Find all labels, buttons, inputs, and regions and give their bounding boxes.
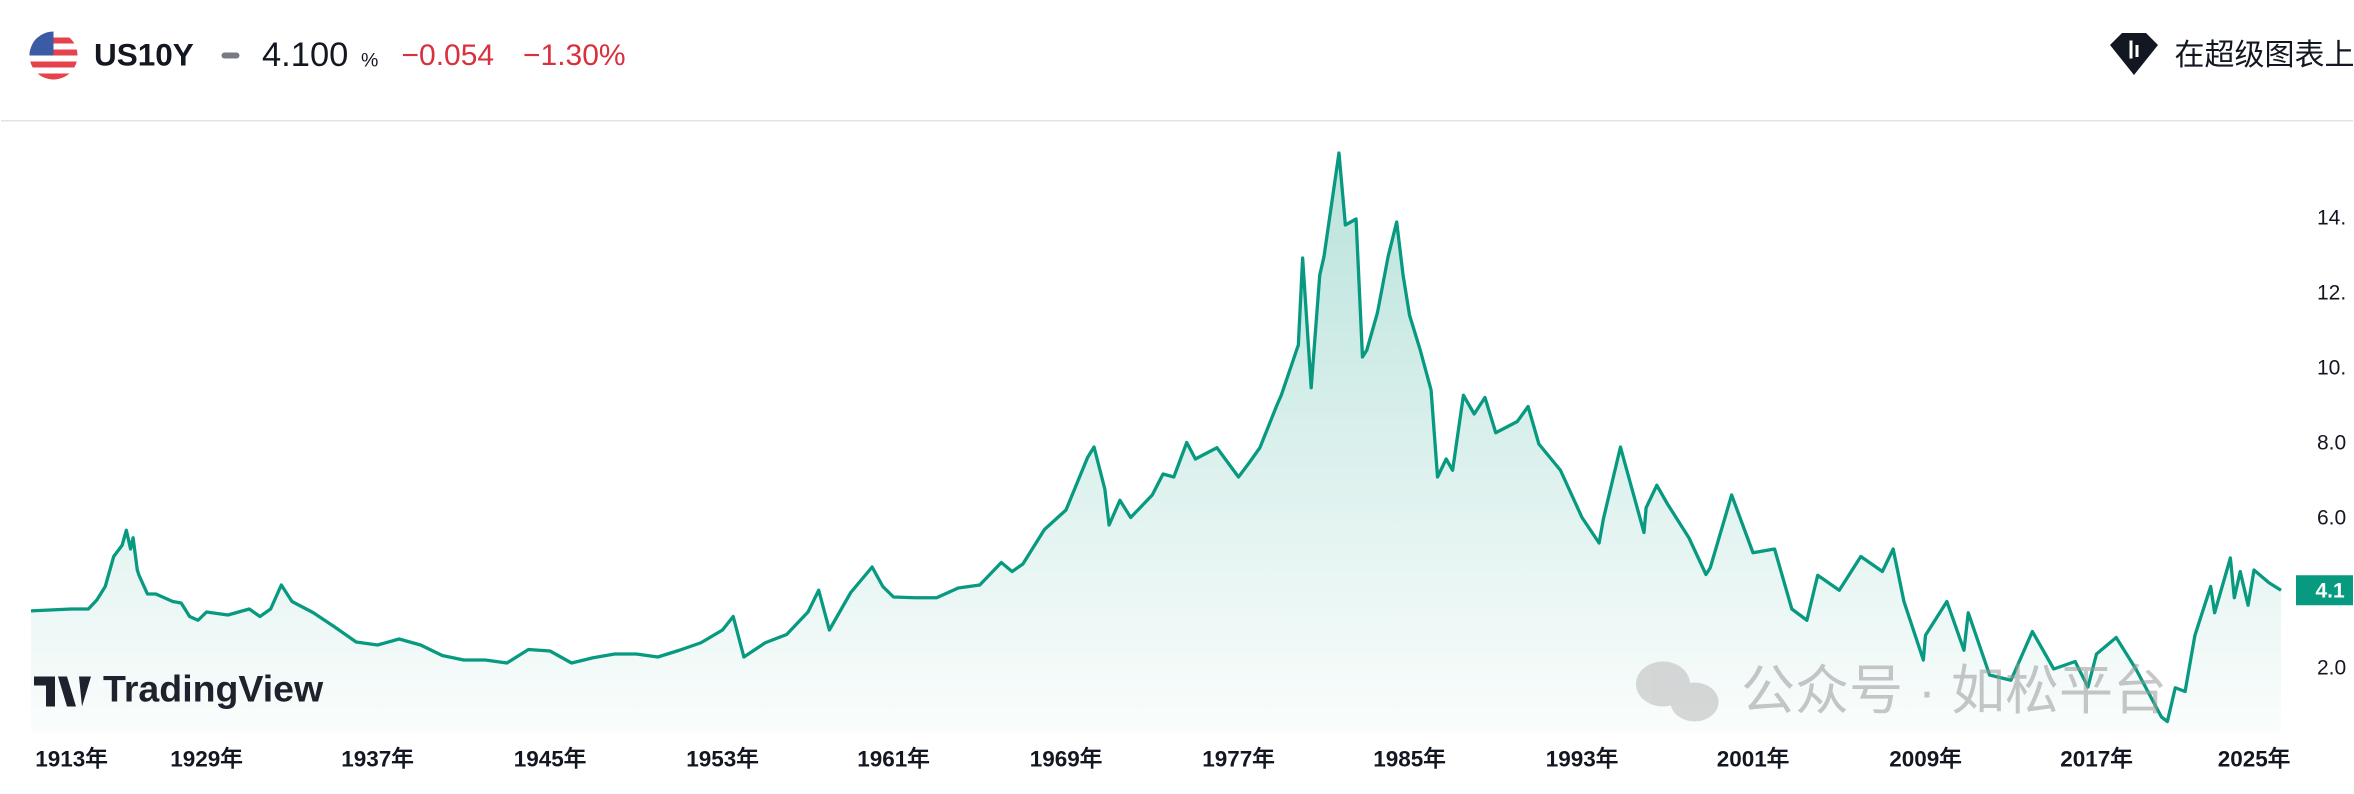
y-tick-label: 8.0: [2317, 432, 2346, 455]
y-tick-label: 12.: [2317, 282, 2346, 305]
x-tick-label: 2009年: [1889, 745, 1962, 771]
supercharts-button[interactable]: 在超级图表上: [2110, 33, 2354, 75]
x-tick-label: 2001年: [1717, 745, 1790, 771]
y-tick-label: 6.0: [2317, 507, 2346, 530]
x-tick-label: 1985年: [1373, 745, 1446, 771]
watermark-text: TradingView: [103, 667, 324, 709]
x-tick-label: 1937年: [341, 745, 414, 771]
x-tick-label: 2017年: [2060, 745, 2133, 771]
price-unit: %: [361, 50, 378, 72]
x-tick-label: 1929年: [170, 745, 243, 771]
y-tick-label: 2.0: [2317, 657, 2346, 680]
change-percent: −1.30%: [523, 39, 626, 72]
price: 4.100: [262, 36, 348, 74]
button-label[interactable]: 在超级图表上: [2175, 39, 2354, 72]
x-tick-label: 1961年: [857, 745, 930, 771]
y-tick-label: 10.: [2317, 357, 2346, 380]
change: −0.054: [402, 39, 495, 72]
x-tick-label: 1913年: [35, 745, 108, 771]
watermark-text: 公众号 · 如松平台: [1741, 661, 2167, 721]
x-tick-label: 1945年: [514, 745, 587, 771]
y-tick-label: 14.: [2317, 207, 2346, 230]
status-dash: [222, 53, 240, 59]
x-tick-label: 1993年: [1546, 745, 1619, 771]
price-badge-label: 4.1: [2316, 579, 2346, 602]
x-tick-label: 2025年: [2218, 745, 2291, 771]
logo-icon: [2110, 33, 2158, 75]
x-tick-label: 1977年: [1202, 745, 1275, 771]
flag-icon: [30, 32, 78, 80]
area: [31, 153, 2281, 733]
x-tick-label: 1969年: [1030, 745, 1103, 771]
symbol: US10Y: [94, 36, 194, 72]
x-tick-label: 1953年: [686, 745, 759, 771]
